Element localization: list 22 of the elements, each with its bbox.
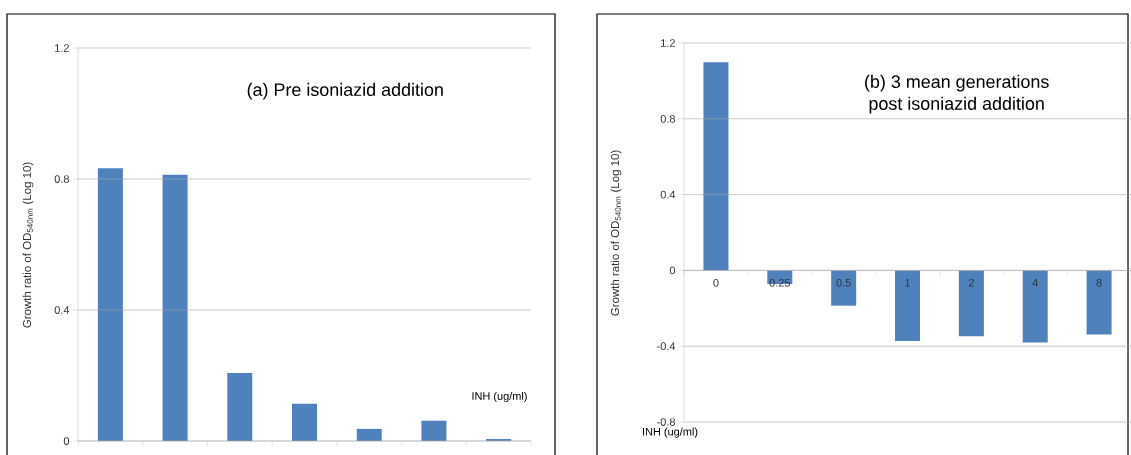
y-tick-label: 0.8 (54, 175, 69, 183)
y-tick-label: 0.4 (54, 306, 70, 314)
y-tick-label: 0.4 (660, 190, 676, 199)
x-tick-label: 1 (905, 278, 911, 287)
y-axis-title: Growth ratio of OD$_{540nm}$ (Log 10) (610, 150, 622, 316)
x-tick-label: 4 (1032, 278, 1038, 287)
y-tick-label: 0 (63, 437, 70, 445)
text: (a) Pre isoniazid addition (247, 82, 443, 100)
x-tick-label: 0 (713, 278, 719, 287)
x-tick-label: 2 (968, 278, 974, 287)
x-axis-title: INH (ug/ml) (472, 391, 527, 403)
x-axis-title: INH (ug/ml) (643, 427, 698, 438)
x-tick-label: 0.5 (836, 278, 851, 287)
y-tick-label: -0.4 (657, 342, 676, 351)
text: (b) 3 mean generations post isoniazid addition (865, 74, 1049, 114)
y-tick-label: -0.8 (657, 418, 675, 426)
y-tick-label: 1.2 (55, 44, 69, 52)
x-tick-label: 8 (1096, 278, 1102, 287)
y-tick-label: 0.8 (660, 114, 675, 123)
y-axis-title: Growth ratio of OD$_{540nm}$ (Log 10) (22, 162, 34, 328)
y-tick-label: 1.2 (661, 39, 675, 47)
y-tick-label: 0 (669, 266, 676, 275)
